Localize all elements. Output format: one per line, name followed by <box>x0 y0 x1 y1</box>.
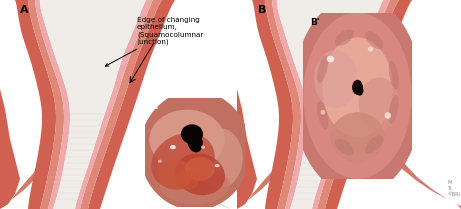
Ellipse shape <box>187 131 203 152</box>
Ellipse shape <box>359 77 400 130</box>
Polygon shape <box>265 0 301 209</box>
Ellipse shape <box>321 110 325 115</box>
Ellipse shape <box>149 110 225 169</box>
Ellipse shape <box>352 80 363 95</box>
Ellipse shape <box>215 164 219 167</box>
Ellipse shape <box>158 160 162 163</box>
Ellipse shape <box>175 153 225 195</box>
Polygon shape <box>28 0 64 209</box>
Polygon shape <box>40 0 146 209</box>
Ellipse shape <box>389 61 399 89</box>
Polygon shape <box>35 0 70 209</box>
Ellipse shape <box>366 31 383 49</box>
Polygon shape <box>312 0 390 209</box>
Ellipse shape <box>157 159 193 190</box>
Ellipse shape <box>356 86 363 96</box>
Polygon shape <box>317 0 399 209</box>
Text: A': A' <box>151 102 160 111</box>
Polygon shape <box>237 0 461 209</box>
Polygon shape <box>387 139 461 209</box>
Ellipse shape <box>170 145 176 149</box>
Ellipse shape <box>140 91 250 209</box>
Ellipse shape <box>384 112 391 119</box>
Polygon shape <box>75 0 153 209</box>
Ellipse shape <box>181 124 203 144</box>
Ellipse shape <box>368 47 373 52</box>
Ellipse shape <box>197 128 243 188</box>
Ellipse shape <box>185 157 215 181</box>
Ellipse shape <box>151 133 215 190</box>
Text: B: B <box>258 5 266 15</box>
Ellipse shape <box>303 13 412 179</box>
Ellipse shape <box>335 139 354 155</box>
Polygon shape <box>15 0 56 209</box>
Polygon shape <box>272 0 307 209</box>
Ellipse shape <box>317 55 328 83</box>
Polygon shape <box>0 144 53 209</box>
Ellipse shape <box>335 30 354 46</box>
Ellipse shape <box>322 37 393 137</box>
Polygon shape <box>237 144 290 209</box>
Polygon shape <box>325 0 412 209</box>
Text: A: A <box>20 5 29 15</box>
Ellipse shape <box>160 166 230 204</box>
Polygon shape <box>88 0 175 209</box>
Ellipse shape <box>174 170 200 190</box>
Text: B': B' <box>310 18 319 27</box>
Text: Lower
esophageal
sphincter: Lower esophageal sphincter <box>322 124 369 167</box>
Ellipse shape <box>327 56 334 62</box>
Text: scope view: scope view <box>189 193 227 199</box>
Polygon shape <box>0 89 20 209</box>
Text: Edge of changing
epithelium,
(Squamocolumnar
junction): Edge of changing epithelium, (Squamocolu… <box>106 17 203 66</box>
Ellipse shape <box>314 50 358 108</box>
Ellipse shape <box>331 112 384 162</box>
Polygon shape <box>80 0 162 209</box>
Polygon shape <box>252 0 293 209</box>
Polygon shape <box>0 0 230 209</box>
Polygon shape <box>150 139 230 209</box>
Polygon shape <box>277 0 383 209</box>
Text: M
Ts
©BRI: M Ts ©BRI <box>447 180 460 197</box>
Ellipse shape <box>317 101 328 129</box>
Ellipse shape <box>201 145 205 149</box>
Ellipse shape <box>389 95 399 124</box>
Ellipse shape <box>293 0 422 195</box>
Polygon shape <box>237 89 257 209</box>
Ellipse shape <box>366 135 383 153</box>
